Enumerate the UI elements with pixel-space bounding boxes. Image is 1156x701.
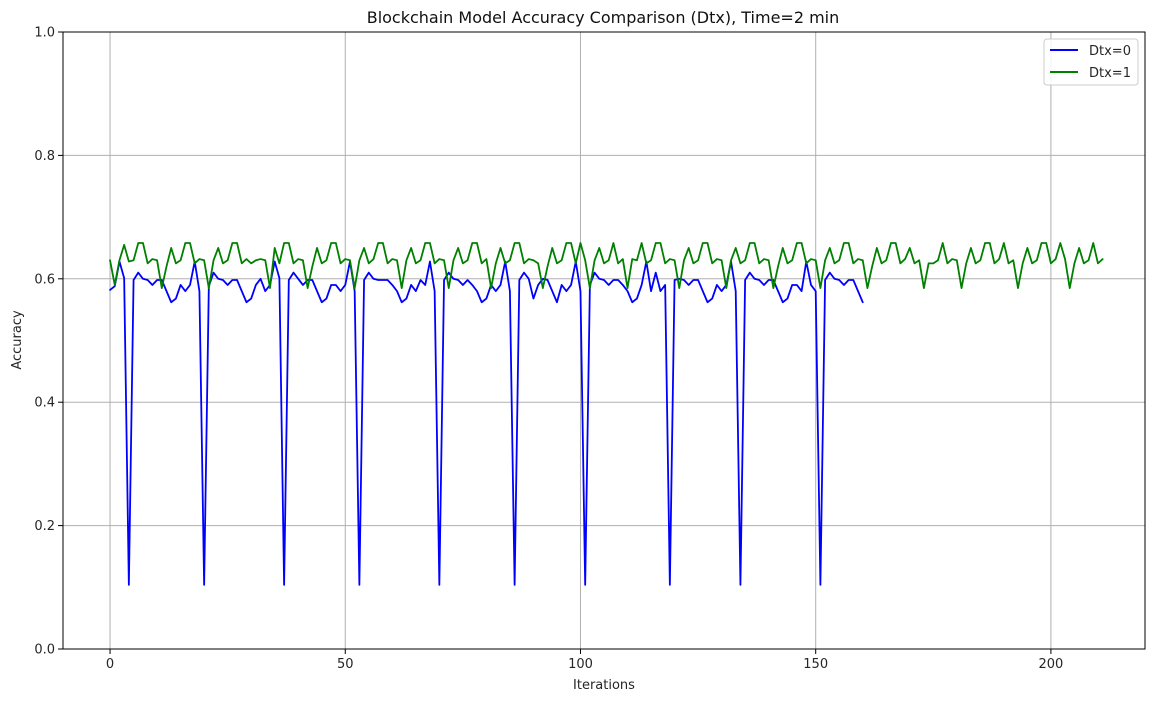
y-tick-label: 0.2: [34, 519, 55, 534]
plot-area: [63, 32, 1145, 649]
y-tick-label: 0.6: [34, 272, 55, 287]
series-line-dtx1: [109, 242, 1104, 289]
series-line-dtx0: [109, 260, 864, 586]
y-tick-label: 0.0: [34, 643, 55, 658]
x-tick-label: 0: [106, 657, 114, 672]
x-tick-label: 200: [1038, 657, 1063, 672]
y-tick-label: 0.8: [34, 149, 55, 164]
plot-frame: [62, 31, 1146, 650]
legend-label-dtx1: Dtx=1: [1089, 66, 1131, 81]
x-tick-label: 100: [568, 657, 593, 672]
legend: Dtx=0 Dtx=1: [1043, 38, 1139, 86]
y-axis-label: Accuracy: [10, 310, 25, 370]
axis-ticks: 0 50 100 150 200 0.0 0.2 0.4 0.6 0.8 1.0: [34, 26, 1063, 673]
legend-label-dtx0: Dtx=0: [1089, 44, 1131, 59]
chart-title: Blockchain Model Accuracy Comparison (Dt…: [367, 8, 840, 27]
y-tick-label: 1.0: [34, 26, 55, 41]
x-tick-label: 50: [337, 657, 354, 672]
series-lines: [109, 242, 1104, 586]
y-tick-label: 0.4: [34, 396, 55, 411]
x-axis-label: Iterations: [573, 678, 635, 693]
x-tick-label: 150: [803, 657, 828, 672]
